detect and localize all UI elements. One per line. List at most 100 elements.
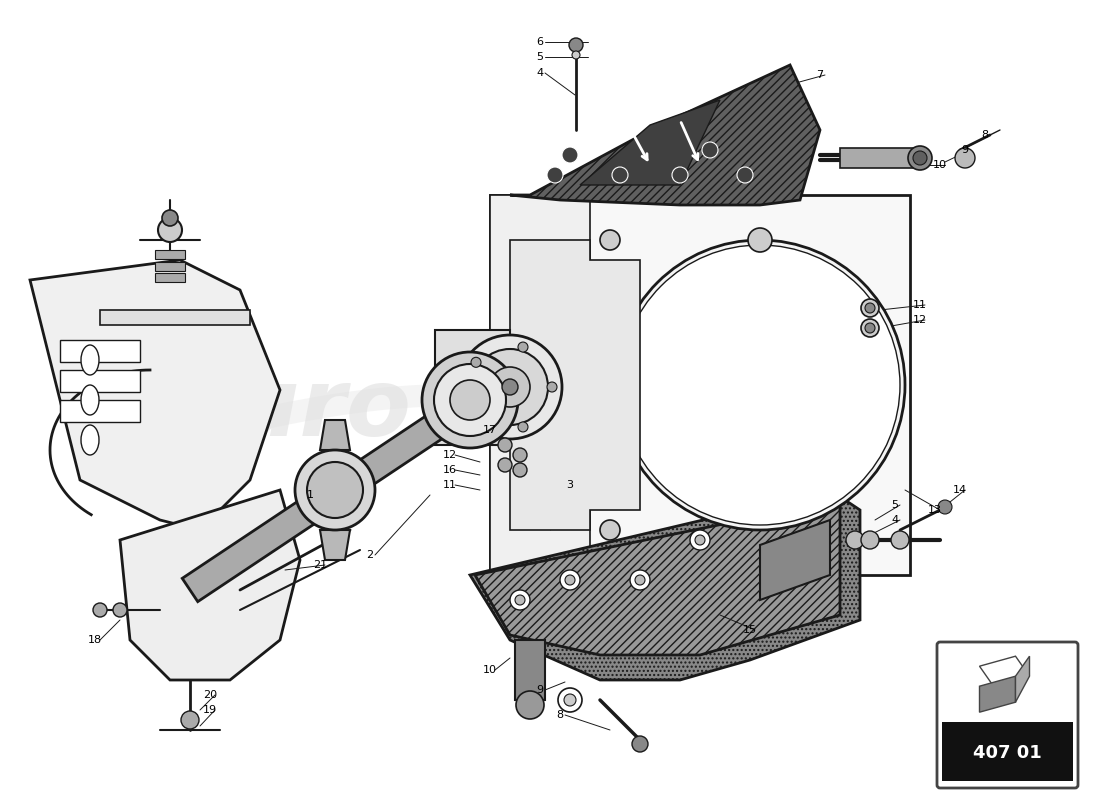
Text: 13: 13 — [928, 505, 942, 515]
Polygon shape — [155, 262, 185, 271]
Polygon shape — [979, 656, 1030, 686]
Circle shape — [422, 352, 518, 448]
Circle shape — [490, 367, 530, 407]
Circle shape — [938, 500, 952, 514]
Circle shape — [861, 319, 879, 337]
Circle shape — [672, 167, 688, 183]
Ellipse shape — [81, 345, 99, 375]
Circle shape — [162, 210, 178, 226]
Polygon shape — [475, 500, 840, 655]
Text: 17: 17 — [483, 425, 497, 435]
Circle shape — [471, 406, 481, 417]
Text: 407 01: 407 01 — [974, 744, 1042, 762]
Polygon shape — [60, 400, 140, 422]
Text: 4: 4 — [537, 68, 543, 78]
Circle shape — [458, 335, 562, 439]
Polygon shape — [1015, 656, 1030, 702]
Circle shape — [498, 438, 512, 452]
Polygon shape — [490, 195, 910, 575]
Circle shape — [560, 570, 580, 590]
Text: 9: 9 — [961, 145, 969, 155]
Text: 4: 4 — [891, 515, 899, 525]
Circle shape — [471, 358, 481, 367]
Polygon shape — [183, 398, 468, 602]
Circle shape — [737, 167, 754, 183]
Polygon shape — [580, 100, 720, 185]
Circle shape — [450, 380, 490, 420]
Circle shape — [690, 530, 710, 550]
Bar — [942, 722, 1072, 781]
Ellipse shape — [81, 385, 99, 415]
Circle shape — [498, 458, 512, 472]
Circle shape — [891, 531, 909, 549]
Circle shape — [516, 691, 544, 719]
Circle shape — [913, 151, 927, 165]
Ellipse shape — [81, 425, 99, 455]
Text: 9: 9 — [537, 685, 543, 695]
Circle shape — [620, 245, 900, 525]
Circle shape — [600, 230, 620, 250]
Text: 18: 18 — [88, 635, 102, 645]
Circle shape — [615, 240, 905, 530]
Text: 1: 1 — [307, 490, 314, 500]
Polygon shape — [515, 640, 544, 700]
Circle shape — [158, 218, 182, 242]
Circle shape — [547, 167, 563, 183]
Polygon shape — [979, 676, 1015, 712]
Text: 8: 8 — [981, 130, 989, 140]
Circle shape — [502, 379, 518, 395]
Text: 19: 19 — [202, 705, 217, 715]
Polygon shape — [434, 330, 510, 445]
Circle shape — [515, 595, 525, 605]
Text: euro: euro — [168, 364, 411, 456]
Circle shape — [562, 147, 578, 163]
Polygon shape — [510, 240, 640, 530]
Text: 5: 5 — [891, 500, 899, 510]
Polygon shape — [840, 148, 920, 168]
Circle shape — [307, 462, 363, 518]
Circle shape — [518, 422, 528, 432]
Polygon shape — [60, 340, 140, 362]
Text: 15: 15 — [742, 625, 757, 635]
Circle shape — [865, 303, 874, 313]
Text: 12: 12 — [913, 315, 927, 325]
Polygon shape — [60, 370, 140, 392]
Circle shape — [182, 711, 199, 729]
Circle shape — [865, 323, 874, 333]
Text: 5: 5 — [537, 52, 543, 62]
Circle shape — [513, 448, 527, 462]
Circle shape — [635, 575, 645, 585]
Text: 11: 11 — [443, 480, 456, 490]
Polygon shape — [320, 530, 350, 560]
Circle shape — [695, 535, 705, 545]
Circle shape — [94, 603, 107, 617]
Text: 2: 2 — [366, 550, 374, 560]
Circle shape — [113, 603, 127, 617]
Circle shape — [702, 142, 718, 158]
Text: 21: 21 — [312, 560, 327, 570]
Polygon shape — [490, 195, 590, 575]
Polygon shape — [155, 273, 185, 282]
Polygon shape — [510, 65, 820, 205]
Circle shape — [558, 688, 582, 712]
Text: 3: 3 — [566, 480, 573, 490]
Polygon shape — [100, 310, 250, 325]
Circle shape — [908, 146, 932, 170]
Circle shape — [861, 531, 879, 549]
Circle shape — [846, 531, 864, 549]
Text: 8: 8 — [557, 710, 563, 720]
Text: es: es — [640, 374, 760, 466]
Circle shape — [612, 167, 628, 183]
Circle shape — [630, 570, 650, 590]
Circle shape — [513, 463, 527, 477]
Circle shape — [600, 520, 620, 540]
Text: 10: 10 — [483, 665, 497, 675]
Text: 11: 11 — [913, 300, 927, 310]
Circle shape — [861, 299, 879, 317]
Circle shape — [434, 364, 506, 436]
Polygon shape — [120, 490, 300, 680]
Polygon shape — [760, 520, 830, 600]
Circle shape — [565, 575, 575, 585]
Circle shape — [569, 38, 583, 52]
Circle shape — [472, 349, 548, 425]
